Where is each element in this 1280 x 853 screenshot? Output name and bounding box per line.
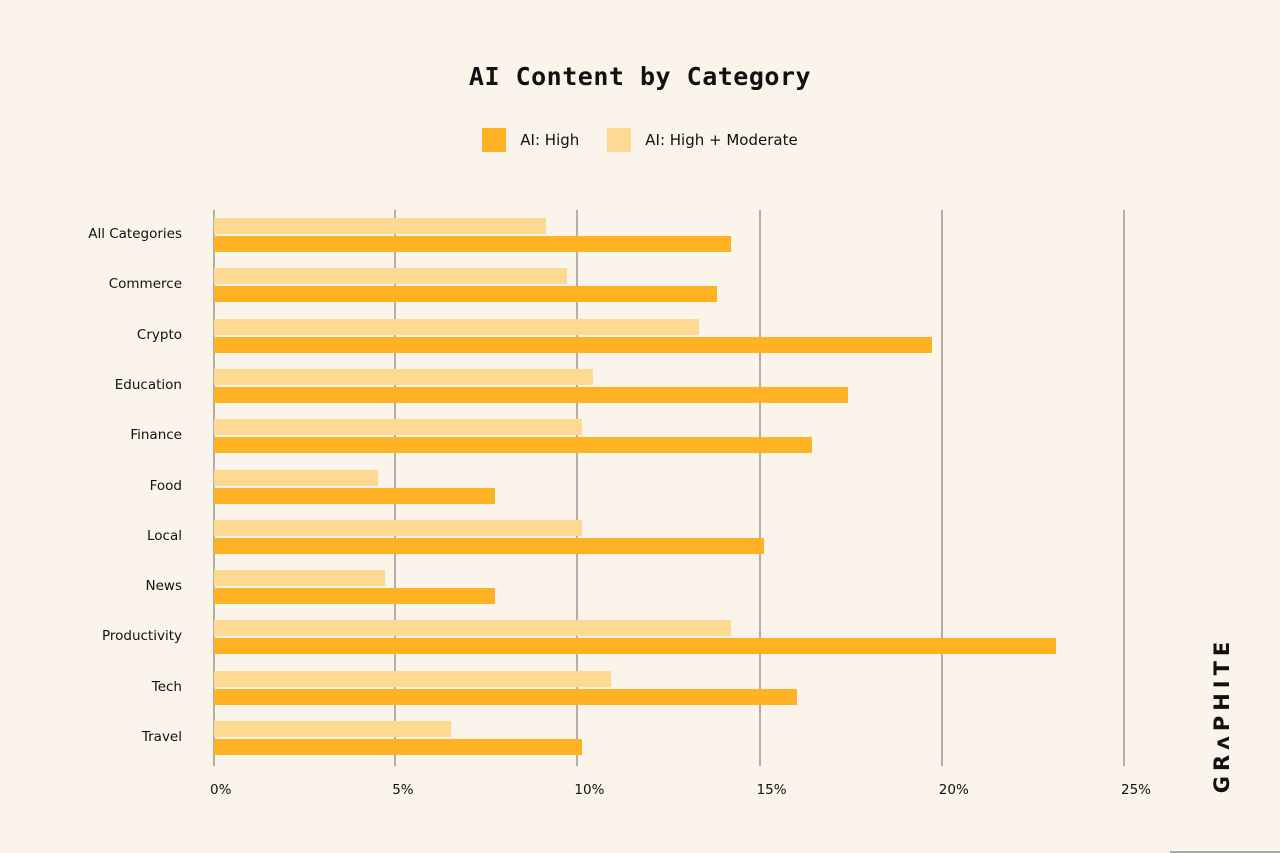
bar-high	[214, 688, 798, 705]
bar-high-moderate	[214, 670, 612, 687]
gridline	[940, 210, 943, 766]
legend-label-high: AI: High	[520, 131, 580, 149]
legend-item-high-moderate: AI: High + Moderate	[607, 128, 798, 152]
x-tick-label: 25%	[1121, 782, 1152, 798]
category-label: Finance	[130, 427, 182, 444]
bar-high	[214, 336, 932, 353]
category-label: Productivity	[101, 628, 182, 645]
category-label: Education	[114, 376, 182, 393]
category-label: All Categories	[88, 226, 182, 242]
bar-group	[213, 519, 1125, 556]
footer-divider	[1170, 851, 1280, 853]
chart-title: AI Content by Category	[468, 62, 812, 91]
category-label: News	[145, 578, 182, 595]
bar-high	[214, 739, 583, 755]
bar-group	[213, 318, 1125, 355]
legend-swatch-high	[482, 128, 507, 152]
x-tick-label: 5%	[392, 782, 414, 798]
category-label: Travel	[141, 729, 182, 745]
bar-high-moderate	[214, 519, 583, 536]
legend: AI: High AI: High + Moderate	[0, 128, 1280, 152]
bar-group	[213, 268, 1125, 304]
gridline	[576, 210, 579, 766]
bar-high-moderate	[214, 318, 699, 335]
bar-group	[213, 620, 1125, 656]
bar-group	[213, 721, 1125, 757]
gridline	[758, 210, 761, 766]
bar-high-moderate	[214, 721, 451, 737]
x-tick-label: 15%	[756, 782, 787, 798]
bar-high-moderate	[214, 620, 732, 637]
x-tick-label: 0%	[210, 782, 232, 798]
legend-label-high-moderate: AI: High + Moderate	[645, 131, 798, 149]
plot-area	[213, 210, 1125, 766]
category-label: Local	[147, 527, 182, 544]
category-label: Food	[149, 477, 182, 494]
bar-high-moderate	[214, 419, 583, 436]
x-tick-label: 10%	[574, 782, 605, 798]
bar-group	[213, 570, 1125, 606]
legend-item-high: AI: High	[482, 128, 579, 152]
legend-swatch-high-moderate	[607, 128, 632, 152]
bar-high-moderate	[214, 268, 568, 285]
bar-group	[213, 670, 1125, 707]
category-label: Crypto	[136, 326, 182, 343]
bar-group	[213, 218, 1125, 254]
bar-high-moderate	[214, 218, 546, 234]
bar-high	[214, 236, 732, 252]
bar-group	[213, 469, 1125, 506]
category-label: Commerce	[108, 276, 182, 293]
bar-high	[214, 638, 1056, 655]
bar-group	[213, 368, 1125, 405]
x-tick-label: 20%	[938, 782, 969, 798]
bar-high	[214, 386, 849, 403]
bar-high-moderate	[214, 469, 378, 486]
bar-high	[214, 487, 495, 504]
brand-logo: GRʌPHITE	[1210, 636, 1234, 794]
bar-high-moderate	[214, 570, 386, 587]
bar-high	[214, 537, 765, 554]
bar-high	[214, 286, 717, 303]
bar-group	[213, 419, 1125, 455]
bar-high	[214, 437, 812, 454]
category-label: Tech	[151, 678, 182, 695]
bar-high	[214, 588, 495, 605]
gridline	[1123, 210, 1125, 766]
bar-high-moderate	[214, 368, 593, 385]
